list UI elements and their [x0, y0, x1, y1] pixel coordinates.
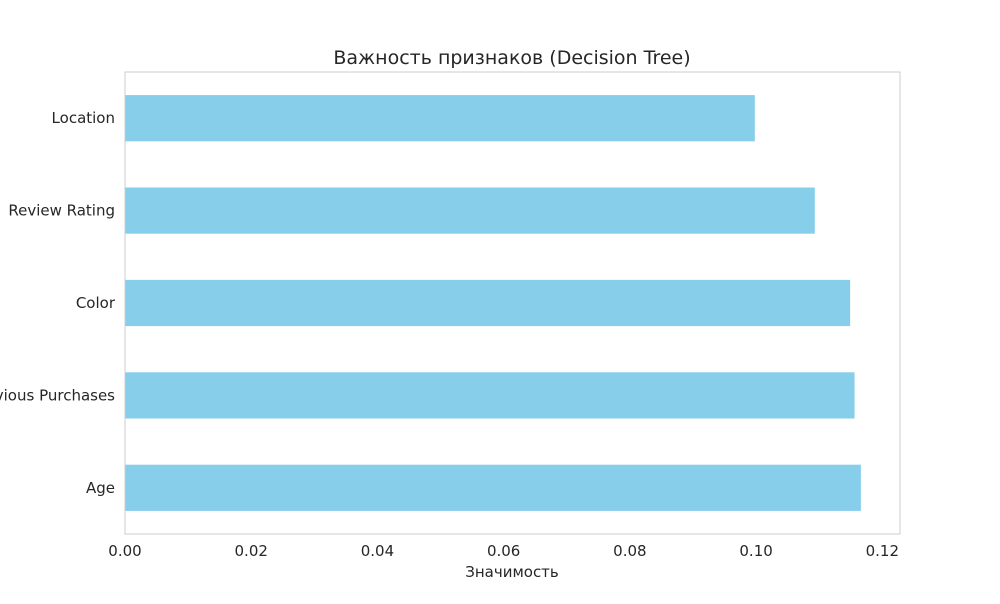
y-tick-label: Location — [52, 109, 115, 127]
x-tick-label: 0.08 — [613, 542, 646, 560]
x-axis-label: Значимость — [465, 563, 559, 581]
chart-title: Важность признаков (Decision Tree) — [333, 47, 690, 69]
bar-previous-purchases — [125, 372, 855, 419]
bar-location — [125, 95, 755, 142]
x-tick-label: 0.02 — [235, 542, 268, 560]
bar-color — [125, 279, 851, 327]
y-tick-label: Age — [86, 479, 115, 497]
x-tick-label: 0.00 — [108, 542, 141, 560]
bars-group — [125, 95, 861, 511]
y-tick-labels: Location Review Rating Color Previous Purch… — [0, 109, 116, 497]
bar-review-rating — [125, 187, 815, 234]
y-tick-label: Previous Purchases — [0, 386, 115, 404]
plot-area-frame — [124, 71, 901, 535]
x-tick-label: 0.10 — [739, 542, 772, 560]
x-tick-label: 0.06 — [487, 542, 520, 560]
y-tick-label: Review Rating — [8, 202, 115, 220]
y-tick-label: Color — [76, 294, 116, 312]
x-tick-label: 0.04 — [361, 542, 394, 560]
bar-age — [125, 464, 861, 511]
x-tick-labels: 0.00 0.02 0.04 0.06 0.08 0.10 0.12 — [108, 542, 899, 560]
x-tick-label: 0.12 — [866, 542, 899, 560]
